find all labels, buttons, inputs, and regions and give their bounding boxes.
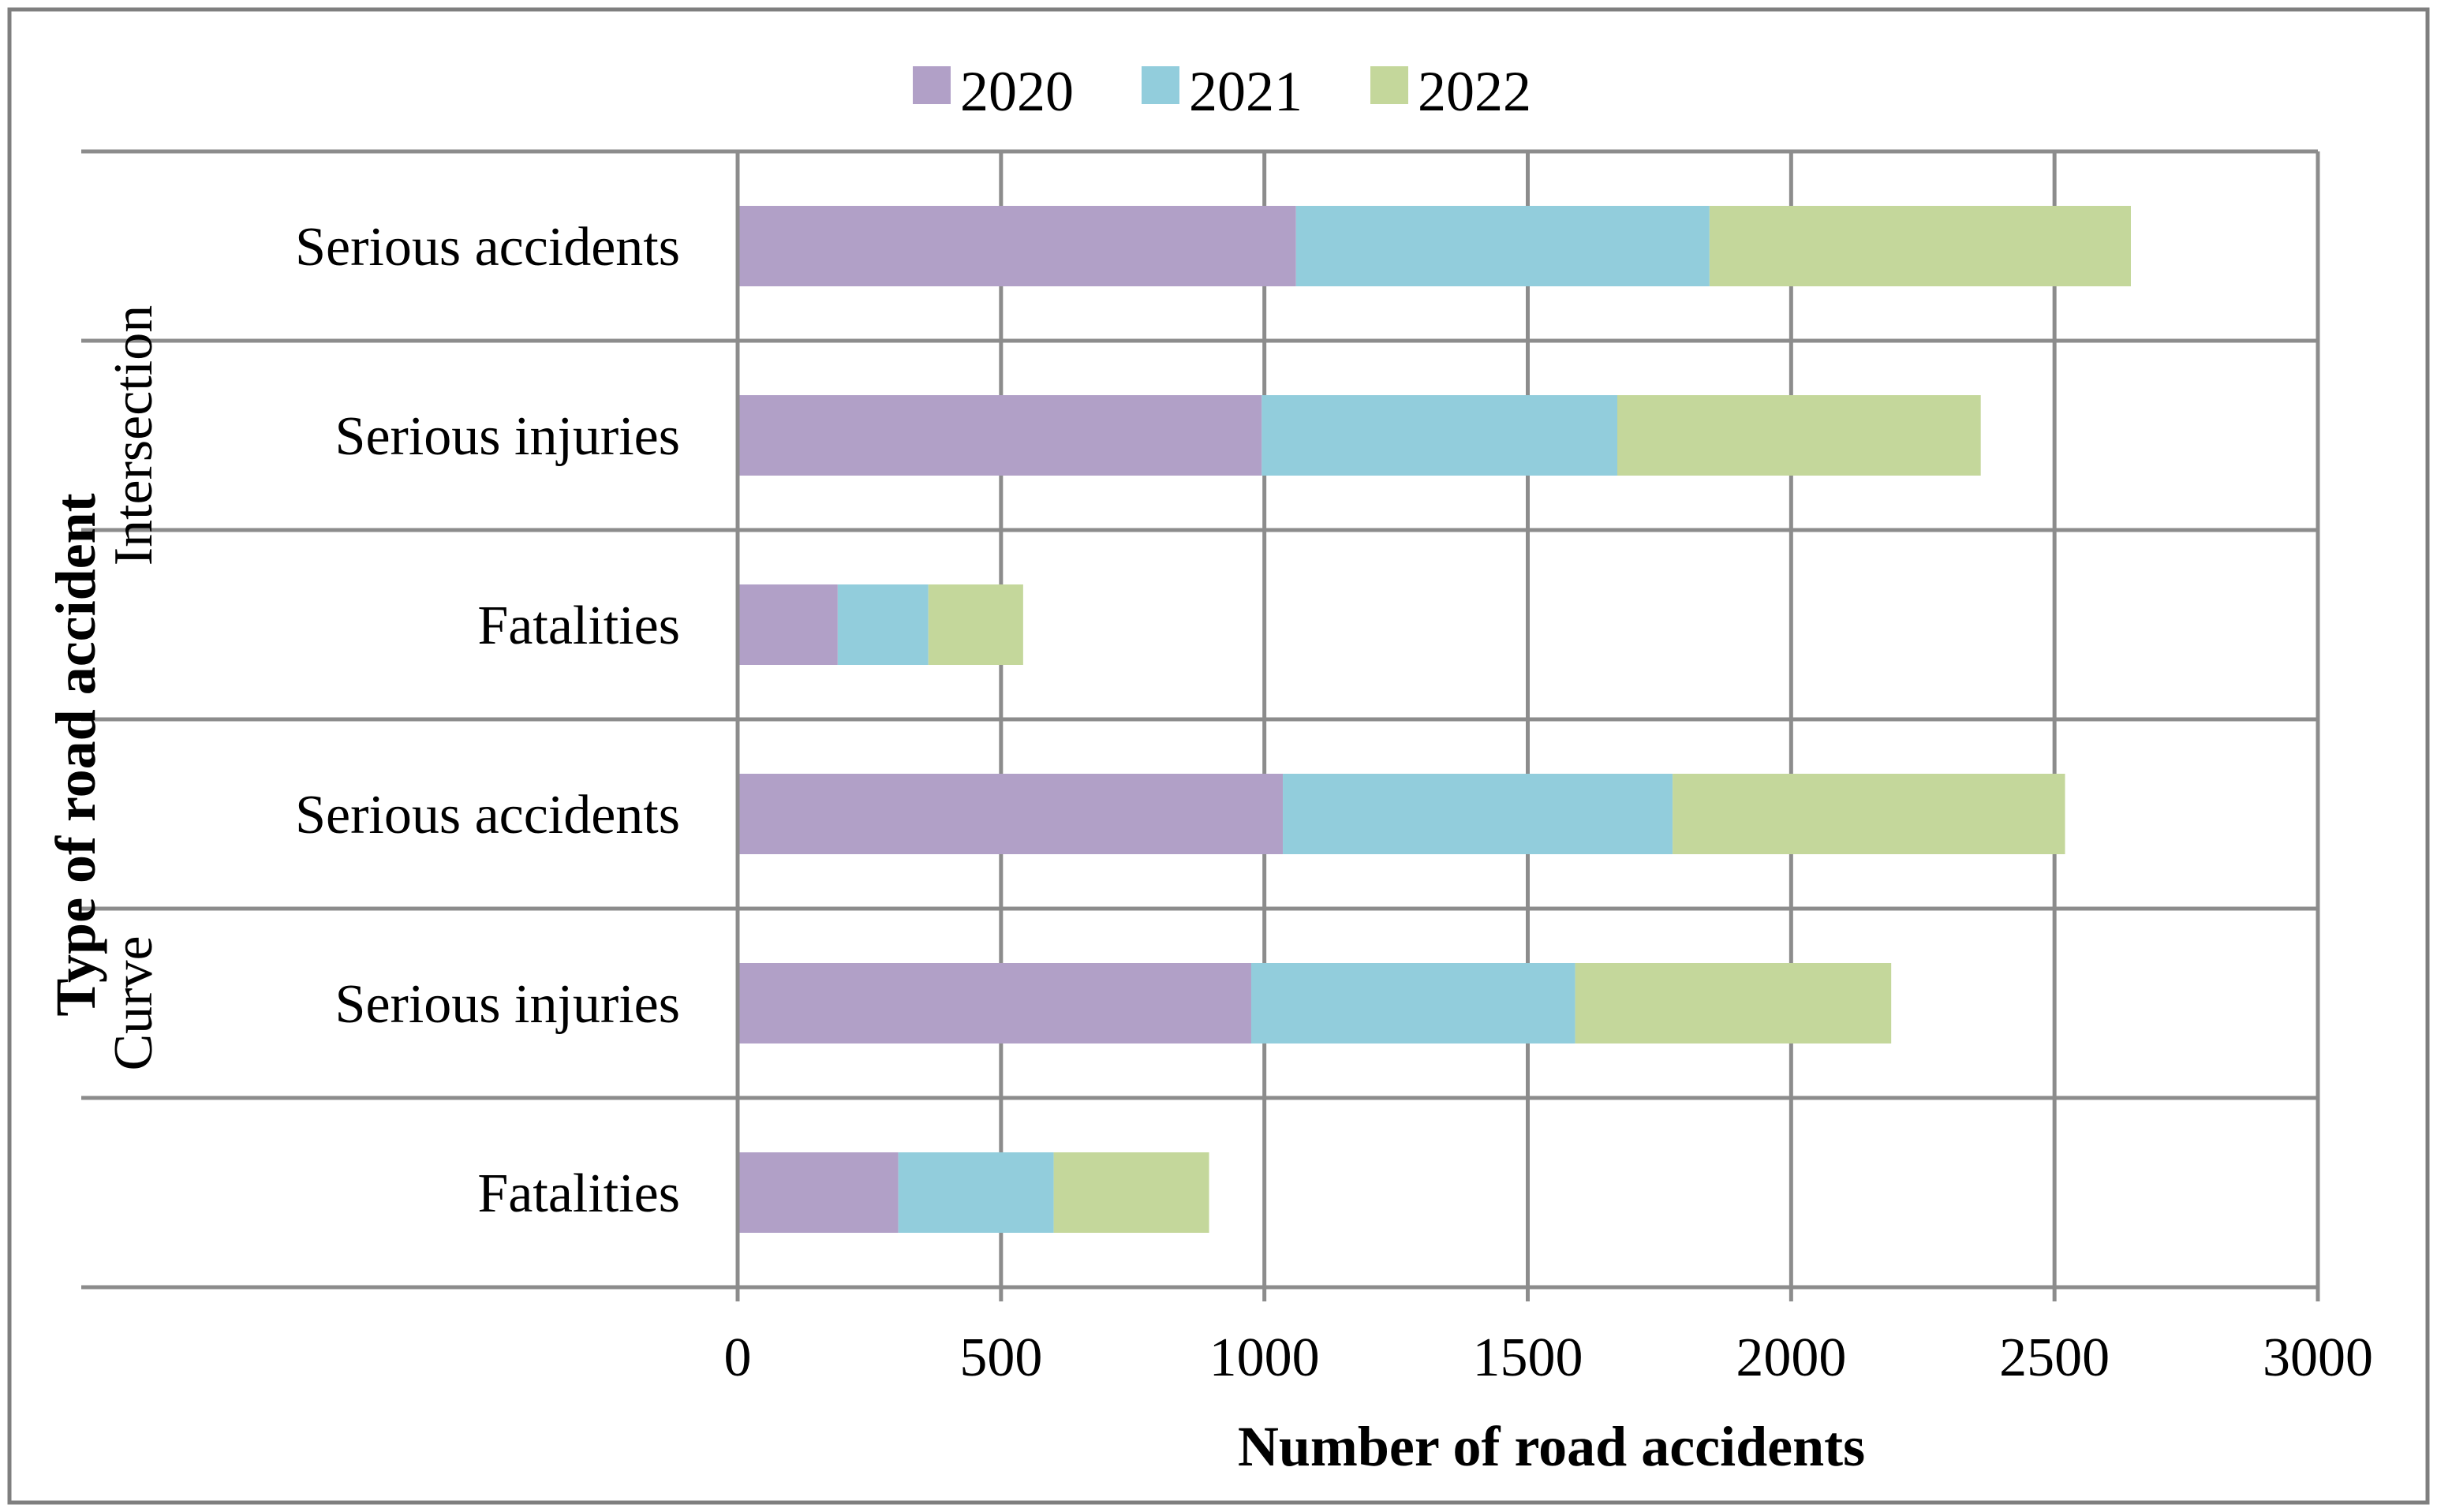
bar-2020-3 — [738, 774, 1284, 854]
legend-label-2021: 2021 — [1189, 60, 1303, 123]
legend-label-2020: 2020 — [960, 60, 1074, 123]
bar-2020-5 — [738, 1152, 899, 1233]
bar-2022-5 — [1053, 1152, 1209, 1233]
category-label: Fatalities — [477, 595, 680, 656]
bar-2022-1 — [1617, 395, 1981, 476]
legend: 2020 2021 2022 — [913, 60, 1531, 123]
legend-swatch-2020 — [913, 66, 951, 104]
bars — [738, 206, 2131, 1233]
bar-2020-4 — [738, 963, 1251, 1043]
bar-2022-4 — [1575, 963, 1892, 1043]
bar-2021-0 — [1295, 206, 1710, 286]
bar-2021-4 — [1250, 963, 1575, 1043]
x-tick-label: 1000 — [1209, 1327, 1320, 1388]
bar-2020-2 — [738, 584, 838, 665]
x-tick-label: 500 — [959, 1327, 1042, 1388]
category-label: Serious accidents — [295, 217, 680, 278]
x-axis-title: Number of road accidents — [1238, 1415, 1865, 1478]
category-label: Serious injuries — [335, 974, 680, 1035]
bar-2022-2 — [928, 584, 1023, 665]
legend-swatch-2021 — [1142, 66, 1179, 104]
legend-label-2022: 2022 — [1418, 60, 1531, 123]
category-label: Fatalities — [477, 1163, 680, 1224]
y-axis-title: Type of road accident — [44, 493, 107, 1016]
group-label-intersection: Intersection — [103, 305, 164, 566]
category-label: Serious injuries — [335, 406, 680, 467]
x-tick-label: 3000 — [2263, 1327, 2373, 1388]
bar-2022-0 — [1709, 206, 2131, 286]
x-tick-label: 2000 — [1736, 1327, 1846, 1388]
axes — [735, 151, 2320, 1301]
bar-2021-1 — [1261, 395, 1618, 476]
legend-swatch-2022 — [1370, 66, 1408, 104]
bar-2021-3 — [1283, 774, 1673, 854]
bar-2021-5 — [898, 1152, 1054, 1233]
bar-2022-3 — [1673, 774, 2065, 854]
x-tick-labels: 0 500 1000 1500 2000 2500 3000 — [724, 1327, 2374, 1388]
group-label-curve: Curve — [103, 935, 164, 1070]
x-tick-label: 0 — [724, 1327, 752, 1388]
x-tick-label: 2500 — [1999, 1327, 2110, 1388]
x-tick-label: 1500 — [1473, 1327, 1583, 1388]
category-label: Serious accidents — [295, 785, 680, 846]
bar-2020-0 — [738, 206, 1296, 286]
gridlines — [81, 149, 2320, 1290]
group-labels: Intersection Curve — [103, 305, 164, 1071]
category-labels: Serious accidents Serious injuries Fatalit… — [295, 217, 680, 1224]
bar-2020-1 — [738, 395, 1262, 476]
bar-2021-2 — [837, 584, 929, 665]
